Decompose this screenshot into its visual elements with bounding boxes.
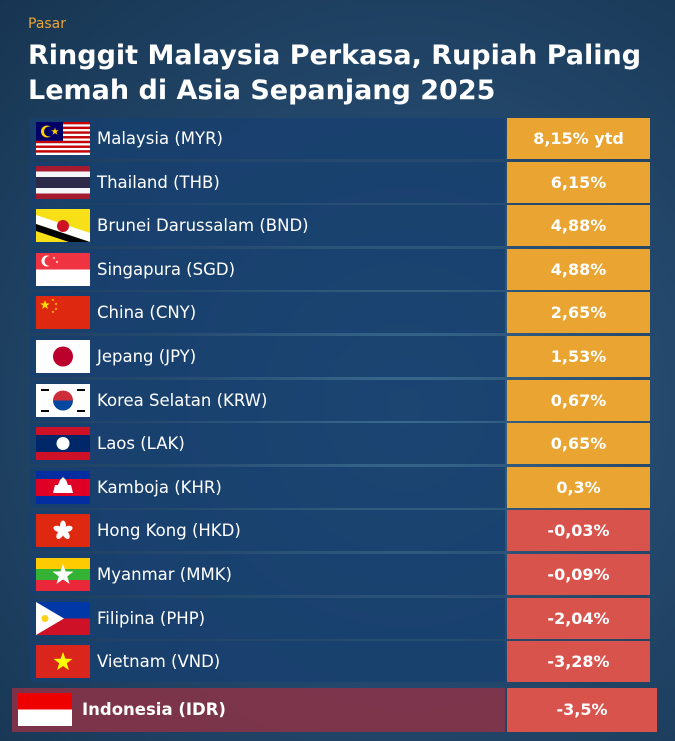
table-row: Singapura (SGD) 4,88% (30, 248, 650, 290)
change-value: -3,28% (507, 641, 650, 683)
table-row: Myanmar (MMK) -0,09% (30, 554, 650, 595)
country-name: Indonesia (IDR) (82, 700, 226, 719)
table-row: Korea Selatan (KRW) 0,67% (30, 379, 650, 421)
change-value: 8,15% ytd (507, 118, 650, 159)
country-cell: Myanmar (MMK) (30, 554, 505, 595)
country-cell: Thailand (THB) (30, 161, 505, 203)
country-cell: Malaysia (MYR) (30, 118, 505, 159)
table-row: China (CNY) 2,65% (30, 292, 650, 334)
flag (36, 165, 90, 203)
table-row: Laos (LAK) 0,65% (30, 423, 650, 465)
table-row: Jepang (JPY) 1,53% (30, 336, 650, 377)
country-name: Malaysia (MYR) (97, 129, 223, 148)
country-cell: Singapura (SGD) (30, 248, 505, 290)
change-value: -0,03% (507, 510, 650, 552)
country-cell: Kamboja (KHR) (30, 466, 505, 508)
flag (36, 470, 90, 508)
country-name: Thailand (THB) (97, 172, 220, 192)
kicker: Pasar (28, 16, 67, 32)
change-value: 2,65% (507, 292, 650, 334)
country-name: Brunei Darussalam (BND) (97, 216, 309, 236)
flag (36, 383, 90, 421)
country-cell: Laos (LAK) (30, 423, 505, 465)
country-cell: Korea Selatan (KRW) (30, 379, 505, 421)
flag-icon (36, 514, 90, 548)
flag-icon (18, 693, 72, 726)
table-row: Hong Kong (HKD) -0,03% (30, 510, 650, 552)
country-cell: Jepang (JPY) (30, 336, 505, 377)
country-cell: Brunei Darussalam (BND) (30, 205, 505, 250)
flag-icon (36, 601, 90, 635)
country-name: Jepang (JPY) (97, 347, 197, 366)
country-name: Singapura (SGD) (97, 259, 236, 279)
flag (36, 645, 90, 682)
change-value: 1,53% (507, 336, 650, 377)
table-row: Malaysia (MYR) 8,15% ytd (30, 118, 650, 159)
flag (36, 296, 90, 333)
country-cell: Hong Kong (HKD) (30, 510, 505, 552)
flag (36, 558, 90, 595)
country-cell: Filipina (PHP) (30, 597, 505, 639)
flag-icon (36, 340, 90, 373)
flag (18, 693, 72, 730)
flag-icon (36, 558, 90, 591)
change-value: 0,67% (507, 379, 650, 421)
country-name: Laos (LAK) (97, 434, 185, 454)
flag-icon (36, 165, 90, 199)
flag-icon (36, 427, 90, 461)
flag-icon (36, 209, 90, 250)
change-value: 0,3% (507, 466, 650, 508)
flag (36, 209, 90, 250)
table-row: Kamboja (KHR) 0,3% (30, 466, 650, 508)
change-value: 4,88% (507, 248, 650, 290)
country-cell: China (CNY) (30, 292, 505, 334)
change-value: 6,15% (507, 161, 650, 203)
table-row: Thailand (THB) 6,15% (30, 161, 650, 203)
flag-icon (36, 470, 90, 504)
country-name: Kamboja (KHR) (97, 477, 222, 497)
country-name: Myanmar (MMK) (97, 565, 232, 584)
country-name: Korea Selatan (KRW) (97, 390, 268, 410)
change-value: 0,65% (507, 423, 650, 465)
flag-icon (36, 296, 90, 330)
table-row: Indonesia (IDR) -3,5% (12, 688, 657, 732)
change-value: 4,88% (507, 205, 650, 247)
flag-icon (36, 645, 90, 679)
flag (36, 122, 90, 159)
title: Ringgit Malaysia Perkasa, Rupiah Paling … (28, 40, 642, 106)
country-cell: Indonesia (IDR) (12, 688, 505, 732)
change-value: -2,04% (507, 597, 650, 639)
flag-icon (36, 252, 90, 286)
change-value: -3,5% (507, 688, 657, 732)
country-name: Filipina (PHP) (97, 608, 206, 628)
flag (36, 514, 90, 551)
table-row: Vietnam (VND) -3,28% (30, 641, 650, 683)
flag (36, 427, 90, 464)
flag (36, 601, 90, 639)
table-row: Filipina (PHP) -2,04% (30, 597, 650, 639)
flag-icon (36, 122, 90, 155)
country-cell: Vietnam (VND) (30, 641, 505, 683)
country-name: China (CNY) (97, 303, 197, 323)
flag (36, 340, 90, 377)
flag-icon (36, 383, 90, 417)
change-value: -0,09% (507, 554, 650, 595)
table-row: Brunei Darussalam (BND) 4,88% (30, 205, 650, 250)
country-name: Hong Kong (HKD) (97, 521, 241, 541)
flag (36, 252, 90, 290)
country-name: Vietnam (VND) (97, 652, 221, 672)
